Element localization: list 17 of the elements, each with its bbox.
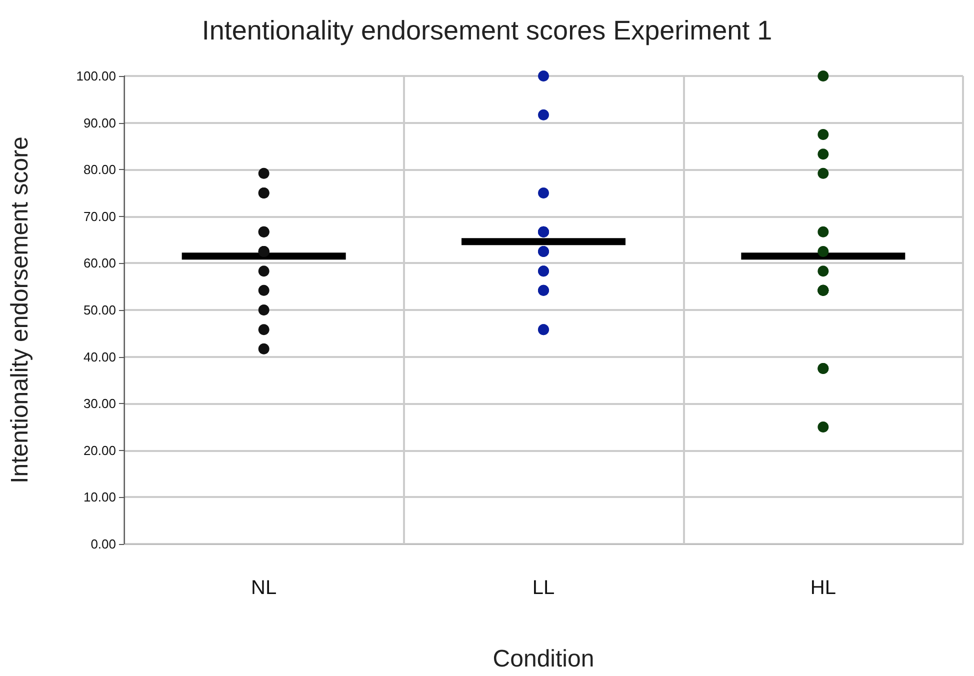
- y-tick-label: 50.00: [83, 302, 116, 318]
- y-tick-label: 60.00: [83, 256, 116, 271]
- y-tick-label: 90.00: [83, 115, 116, 130]
- y-tick-label: 80.00: [83, 162, 116, 178]
- chart-title: Intentionality endorsement scores Experiment 1: [202, 16, 772, 46]
- x-tick-label: NL: [251, 577, 277, 599]
- y-tick-label: 10.00: [83, 490, 116, 505]
- y-tick-label: 20.00: [83, 442, 116, 458]
- y-tick-label: 0.00: [90, 536, 116, 552]
- x-tick-label: HL: [810, 577, 836, 599]
- y-tick-label: 100.00: [76, 68, 116, 84]
- y-tick-label: 40.00: [83, 349, 116, 364]
- x-tick-label: LL: [532, 577, 555, 599]
- x-axis-title: Condition: [492, 646, 594, 672]
- y-tick-label: 30.00: [83, 396, 116, 412]
- y-axis-title: Intentionality endorsement score: [6, 136, 34, 484]
- y-tick-label: 70.00: [83, 208, 116, 224]
